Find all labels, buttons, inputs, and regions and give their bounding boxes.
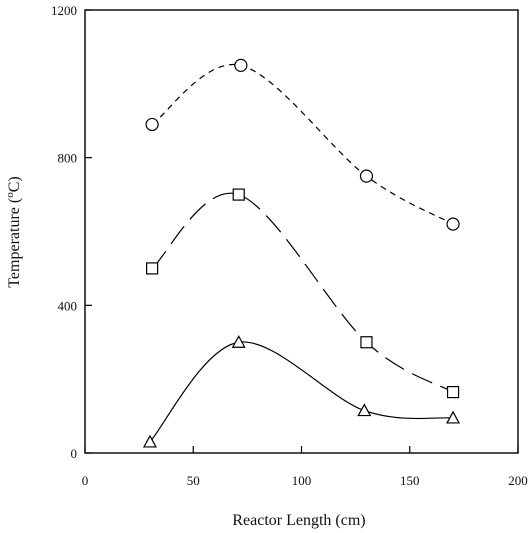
x-tick-label: 100 <box>292 473 312 488</box>
series-triangle <box>142 334 461 448</box>
data-point-triangle <box>446 410 461 424</box>
series-circle <box>145 58 460 231</box>
y-axis-title-main: Temperature ( <box>6 198 23 288</box>
series-layer <box>142 58 461 448</box>
plot-area <box>84 9 519 454</box>
data-point-square <box>232 188 245 201</box>
series-line-square <box>151 192 454 393</box>
y-tick-label: 800 <box>58 151 78 166</box>
series-line-circle <box>151 63 454 225</box>
y-tick-label: 400 <box>58 298 78 313</box>
y-tick-label: 1200 <box>51 3 77 18</box>
y-axis-title-superscript: o <box>4 192 16 198</box>
data-point-square <box>146 262 159 275</box>
data-point-square <box>446 385 460 399</box>
data-point-triangle <box>231 334 246 348</box>
data-point-triangle <box>142 434 157 448</box>
x-tick-label: 150 <box>400 473 420 488</box>
y-axis-title: Temperature (oC) <box>4 176 23 287</box>
y-axis-ticks: 0 400 800 1200 <box>51 3 92 461</box>
x-axis-title: Reactor Length (cm) <box>232 512 365 529</box>
x-axis-ticks: 0 50 100 150 200 <box>82 446 528 488</box>
series-square <box>146 188 460 399</box>
x-tick-label: 0 <box>82 473 89 488</box>
x-tick-label: 200 <box>508 473 528 488</box>
data-point-circle <box>446 217 460 231</box>
x-tick-label: 50 <box>187 473 200 488</box>
y-tick-label: 0 <box>71 446 78 461</box>
data-point-circle <box>234 58 248 72</box>
series-line-triangle <box>149 341 454 443</box>
data-point-circle <box>145 117 159 132</box>
y-axis-title-end: C) <box>6 176 23 192</box>
data-point-square <box>360 336 373 349</box>
data-point-circle <box>359 169 374 183</box>
data-point-triangle <box>357 403 372 417</box>
